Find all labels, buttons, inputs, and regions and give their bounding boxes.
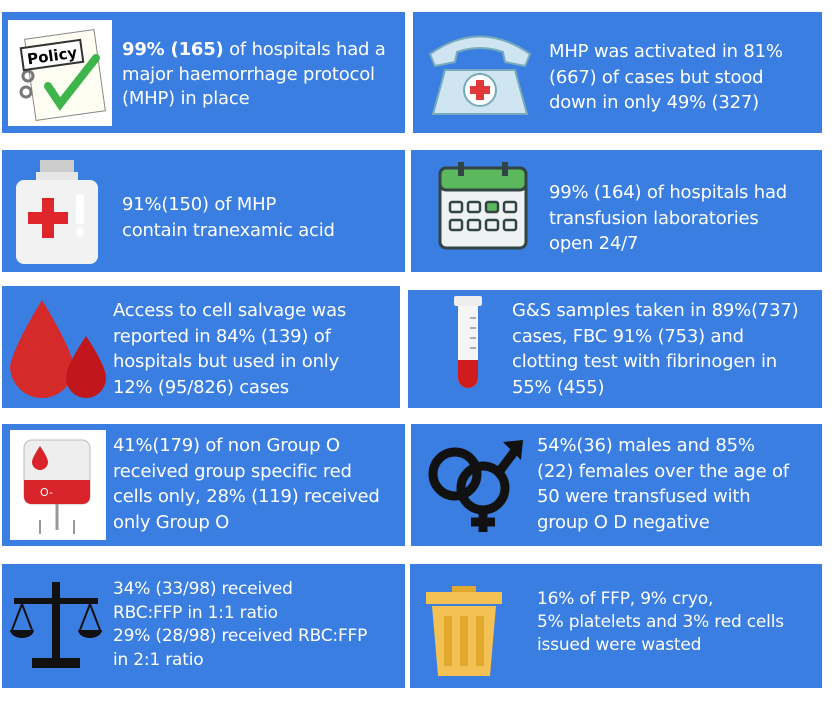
bin-icon — [426, 586, 502, 676]
text-line: (MHP) in place — [122, 88, 250, 109]
text-line: contain tranexamic acid — [122, 219, 335, 241]
tile-text: 91%(150) of MHP contain tranexamic acid — [122, 192, 335, 243]
text-line: 12% (95/826) cases — [113, 376, 289, 398]
text-line: major haemorrhage protocol — [122, 63, 375, 85]
tile-text: MHP was activated in 81% (667) of cases b… — [549, 39, 783, 116]
text-line: group O D negative — [537, 511, 710, 533]
text-line: transfusion laboratories — [549, 207, 759, 229]
text-line: 55% (455) — [512, 376, 605, 398]
text-line: (22) females over the age of — [537, 460, 789, 482]
tile-text: 54%(36) males and 85% (22) females over t… — [537, 433, 789, 535]
gender-icon — [428, 440, 523, 532]
text-line: 41%(179) of non Group O — [113, 435, 340, 456]
text-line: down in only 49% (327) — [549, 92, 759, 113]
text-line: in 2:1 ratio — [113, 649, 204, 670]
text-line: reported in 84% (139) of — [113, 325, 331, 347]
tile-text: 16% of FFP, 9% cryo, 5% platelets and 3% … — [537, 588, 784, 657]
text-line: open 24/7 — [549, 233, 639, 254]
text-line: 29% (28/98) received RBC:FFP — [113, 626, 368, 646]
tile-text: 41%(179) of non Group O received group sp… — [113, 433, 380, 535]
text-span: of hospitals had a — [223, 39, 386, 60]
text-line: 5% platelets and 3% red cells — [537, 612, 784, 632]
tile-text: 99% (165) of hospitals had a major haemor… — [122, 38, 386, 112]
text-line: 91%(150) of MHP — [122, 194, 277, 215]
policy-icon: Policy — [8, 20, 112, 126]
tile-text: Access to cell salvage was reported in 84… — [113, 298, 346, 400]
text-line: only Group O — [113, 511, 230, 533]
phone-icon — [428, 35, 532, 115]
tile-text: G&S samples taken in 89%(737) cases, FBC … — [512, 298, 799, 400]
text-line: cells only, 28% (119) received — [113, 486, 380, 507]
tile-text: 34% (33/98) received RBC:FFP in 1:1 ratio… — [113, 578, 367, 672]
text-line: 99% (164) of hospitals had — [549, 182, 788, 203]
bottle-icon — [16, 160, 98, 264]
text-line: MHP was activated in 81% — [549, 41, 783, 62]
text-line: issued were wasted — [537, 635, 702, 655]
highlight: 99% (165) — [122, 39, 224, 60]
tile — [2, 286, 400, 408]
text-line: 54%(36) males and 85% — [537, 435, 755, 456]
icon-label: O- — [40, 486, 53, 499]
test-tube-icon — [454, 296, 482, 388]
text-line: 99% (165) of hospitals had a — [122, 38, 386, 63]
text-line: RBC:FFP in 1:1 ratio — [113, 602, 278, 623]
text-line: received group specific red — [113, 460, 352, 482]
calendar-icon — [438, 162, 528, 250]
text-line: hospitals but used in only — [113, 351, 340, 372]
text-line: 34% (33/98) received — [113, 579, 293, 599]
text-line: 16% of FFP, 9% cryo, — [537, 589, 714, 609]
text-line: clotting test with fibrinogen in — [512, 351, 778, 372]
tile-text: 99% (164) of hospitals had transfusion la… — [549, 180, 787, 257]
text-line: (667) of cases but stood — [549, 66, 764, 88]
text-line: cases, FBC 91% (753) and — [512, 325, 744, 347]
blood-bag-icon: O- — [10, 430, 106, 540]
text-line: 50 were transfused with — [537, 486, 751, 507]
scales-icon — [10, 582, 102, 668]
text-line: Access to cell salvage was — [113, 300, 347, 321]
text-line: G&S samples taken in 89%(737) — [512, 300, 799, 321]
drops-icon — [10, 300, 106, 398]
